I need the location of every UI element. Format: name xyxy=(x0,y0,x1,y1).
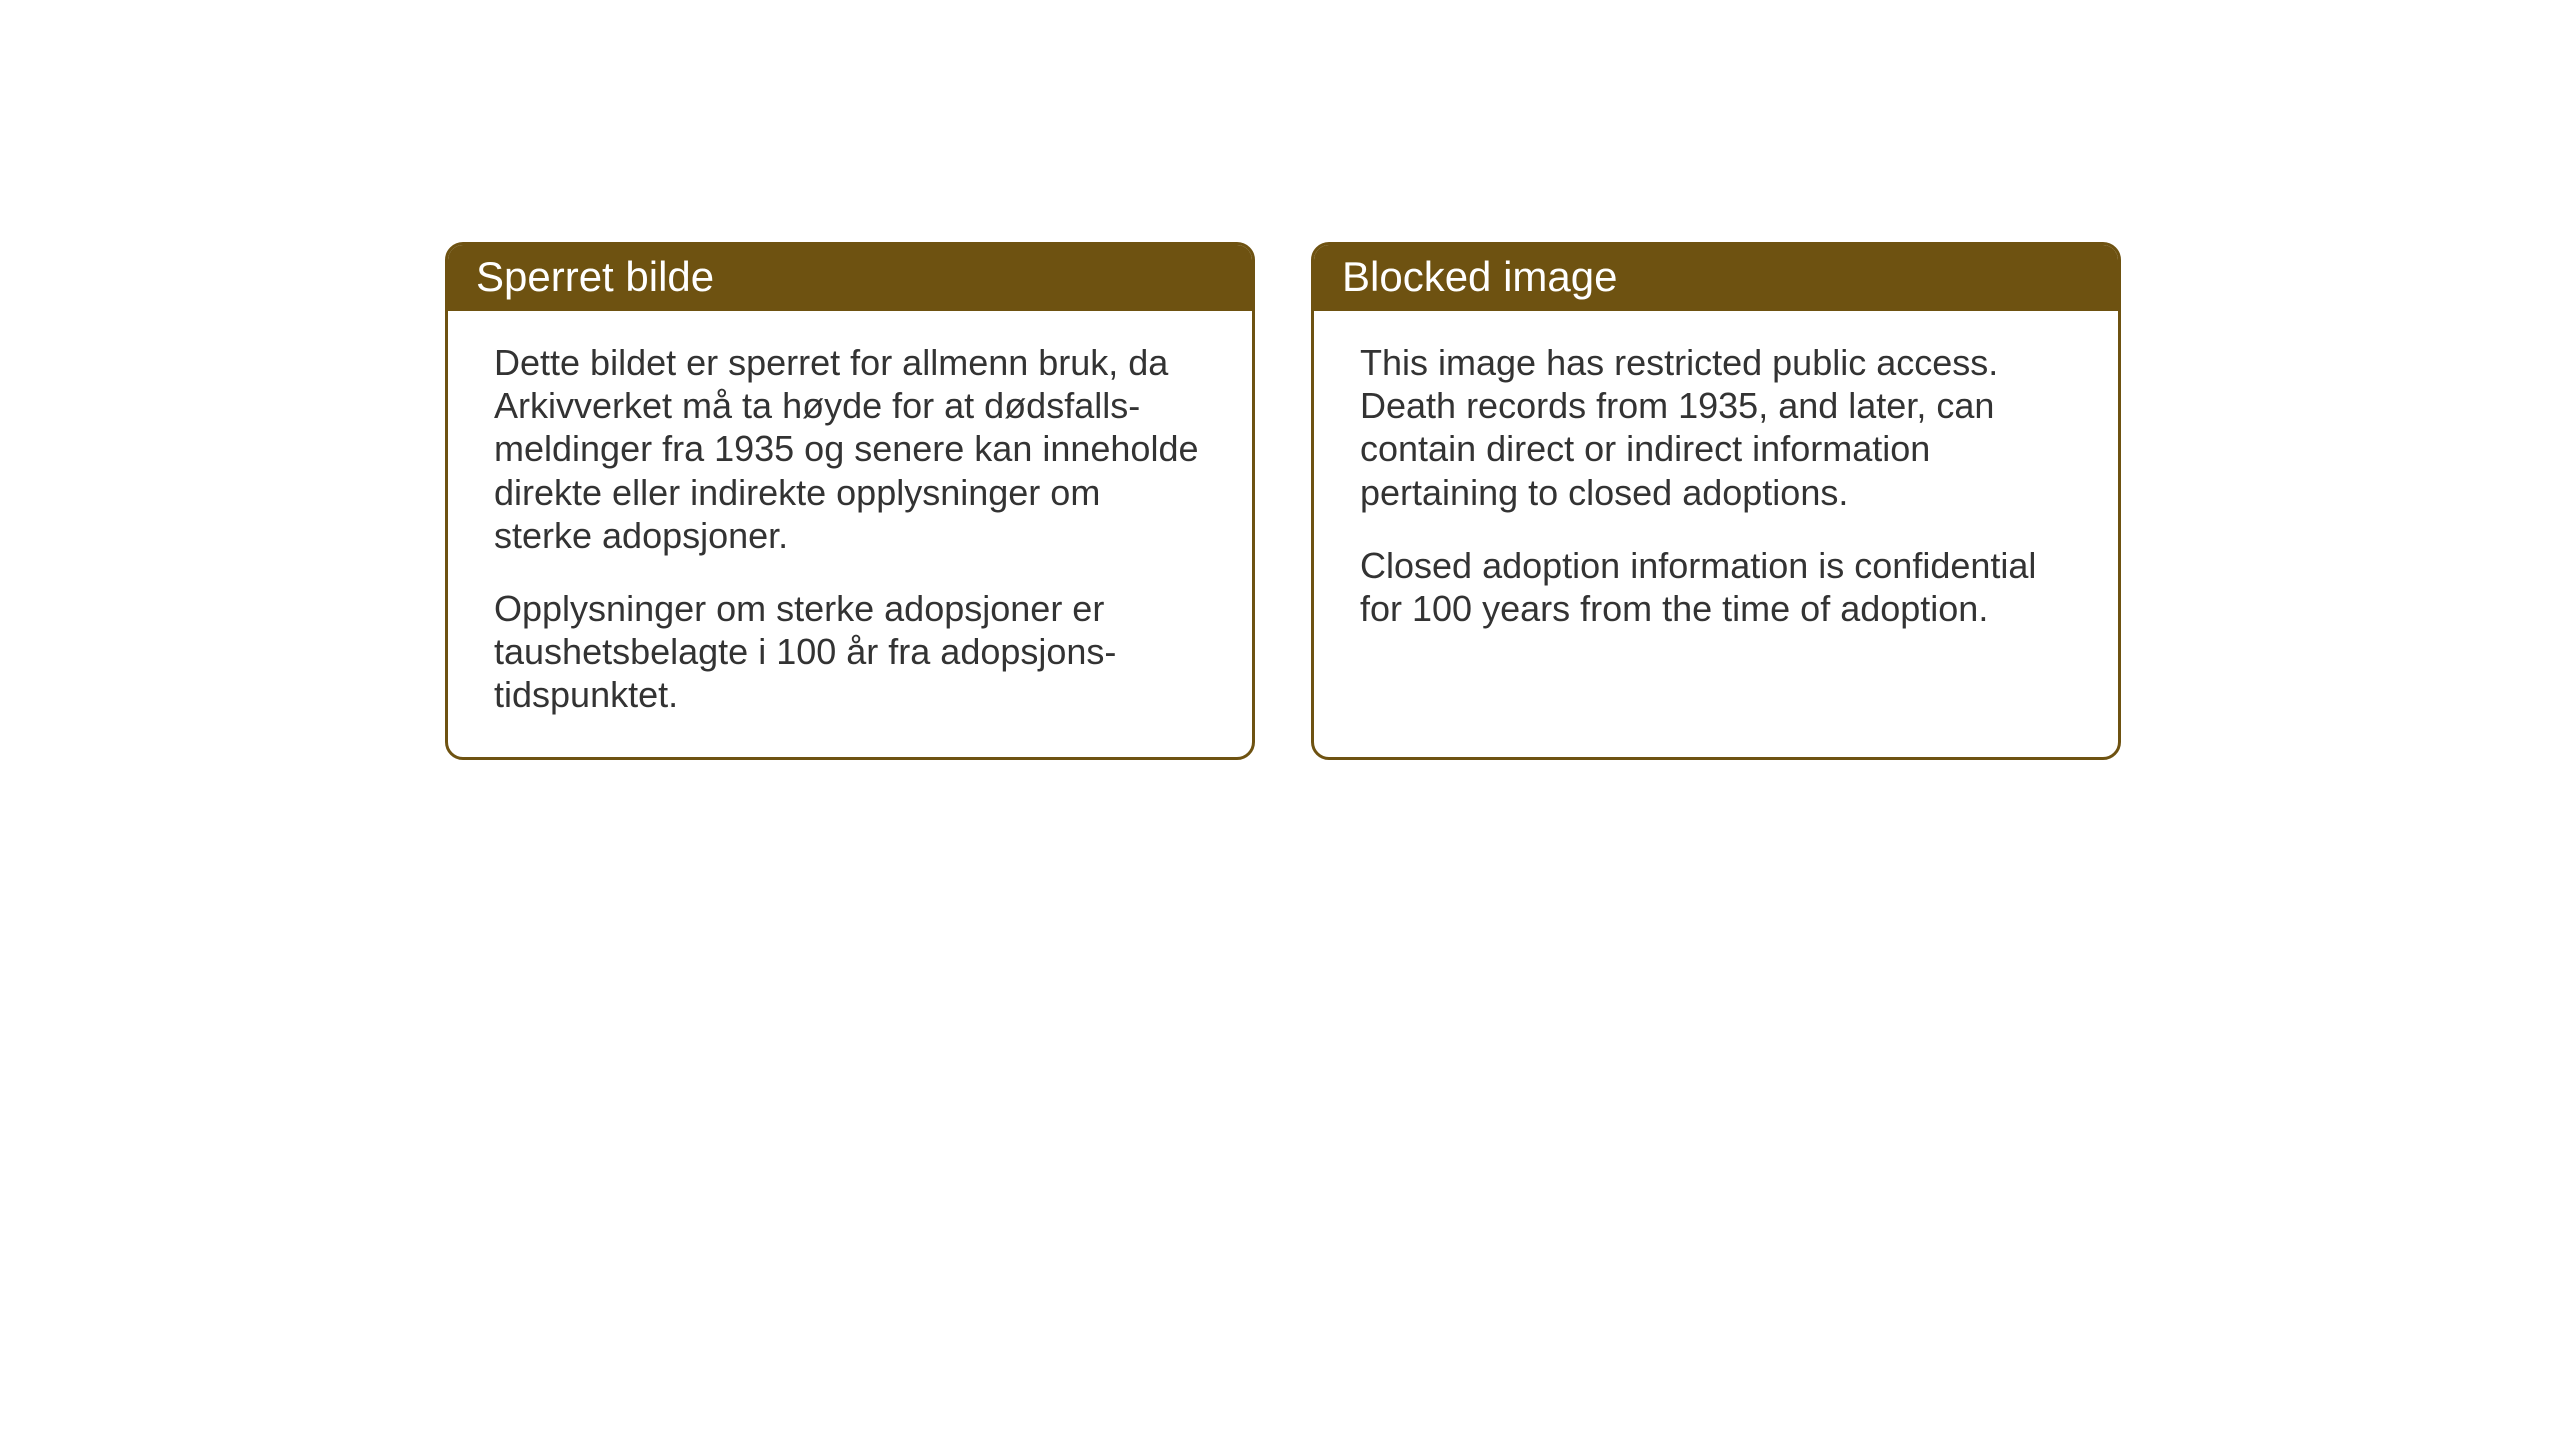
english-paragraph-1: This image has restricted public access.… xyxy=(1360,341,2072,514)
english-card-title: Blocked image xyxy=(1342,253,1617,300)
norwegian-card-title: Sperret bilde xyxy=(476,253,714,300)
english-card: Blocked image This image has restricted … xyxy=(1311,242,2121,760)
norwegian-paragraph-1: Dette bildet er sperret for allmenn bruk… xyxy=(494,341,1206,557)
norwegian-paragraph-2: Opplysninger om sterke adopsjoner er tau… xyxy=(494,587,1206,717)
english-paragraph-2: Closed adoption information is confident… xyxy=(1360,544,2072,630)
norwegian-card: Sperret bilde Dette bildet er sperret fo… xyxy=(445,242,1255,760)
notice-container: Sperret bilde Dette bildet er sperret fo… xyxy=(445,242,2121,760)
english-card-body: This image has restricted public access.… xyxy=(1314,311,2118,751)
norwegian-card-header: Sperret bilde xyxy=(448,245,1252,311)
norwegian-card-body: Dette bildet er sperret for allmenn bruk… xyxy=(448,311,1252,757)
english-card-header: Blocked image xyxy=(1314,245,2118,311)
